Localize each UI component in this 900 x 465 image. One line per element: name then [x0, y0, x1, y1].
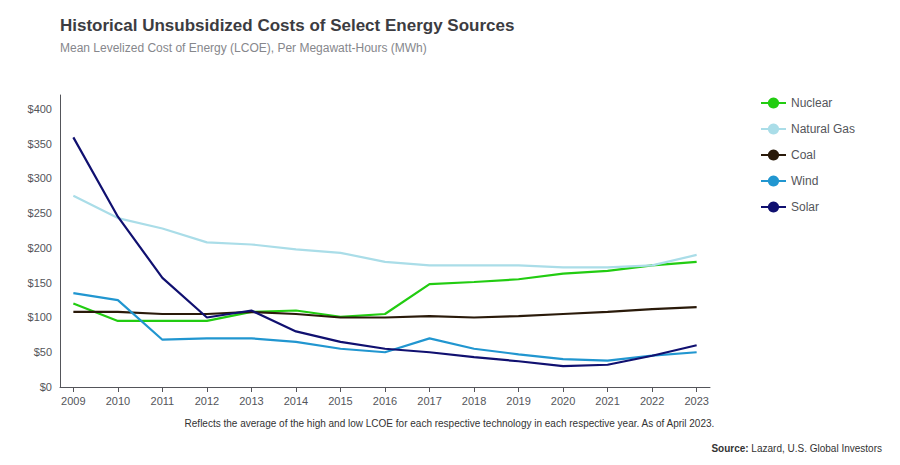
svg-text:$150: $150: [28, 277, 52, 289]
svg-text:$50: $50: [34, 346, 52, 358]
svg-text:2012: 2012: [195, 395, 219, 407]
svg-text:Coal: Coal: [791, 148, 816, 162]
svg-text:2010: 2010: [106, 395, 130, 407]
svg-text:2022: 2022: [640, 395, 664, 407]
svg-text:2021: 2021: [595, 395, 619, 407]
svg-text:$0: $0: [40, 381, 52, 393]
svg-text:2020: 2020: [551, 395, 575, 407]
svg-text:2015: 2015: [328, 395, 352, 407]
svg-text:Solar: Solar: [791, 200, 819, 214]
svg-text:Lazard, U.S. Global Investors: Lazard, U.S. Global Investors: [749, 443, 882, 454]
svg-text:Nuclear: Nuclear: [791, 96, 832, 110]
svg-text:$200: $200: [28, 242, 52, 254]
svg-text:2014: 2014: [284, 395, 308, 407]
svg-text:$100: $100: [28, 311, 52, 323]
svg-text:Source:: Source:: [711, 443, 748, 454]
svg-text:2023: 2023: [684, 395, 708, 407]
svg-text:Reflects the average of the hi: Reflects the average of the high and low…: [185, 418, 715, 429]
svg-text:Historical Unsubsidized Costs: Historical Unsubsidized Costs of Select …: [60, 16, 514, 35]
svg-text:2013: 2013: [239, 395, 263, 407]
svg-text:$350: $350: [28, 138, 52, 150]
svg-text:2019: 2019: [506, 395, 530, 407]
svg-text:2018: 2018: [462, 395, 486, 407]
svg-text:Mean Levelized Cost of Energy: Mean Levelized Cost of Energy (LCOE), Pe…: [60, 41, 427, 55]
svg-text:$300: $300: [28, 172, 52, 184]
svg-text:Wind: Wind: [791, 174, 818, 188]
svg-text:$250: $250: [28, 207, 52, 219]
svg-text:Natural Gas: Natural Gas: [791, 122, 855, 136]
svg-text:$400: $400: [28, 103, 52, 115]
svg-text:2016: 2016: [373, 395, 397, 407]
svg-text:2017: 2017: [417, 395, 441, 407]
svg-text:2009: 2009: [61, 395, 85, 407]
svg-text:2011: 2011: [151, 395, 175, 407]
